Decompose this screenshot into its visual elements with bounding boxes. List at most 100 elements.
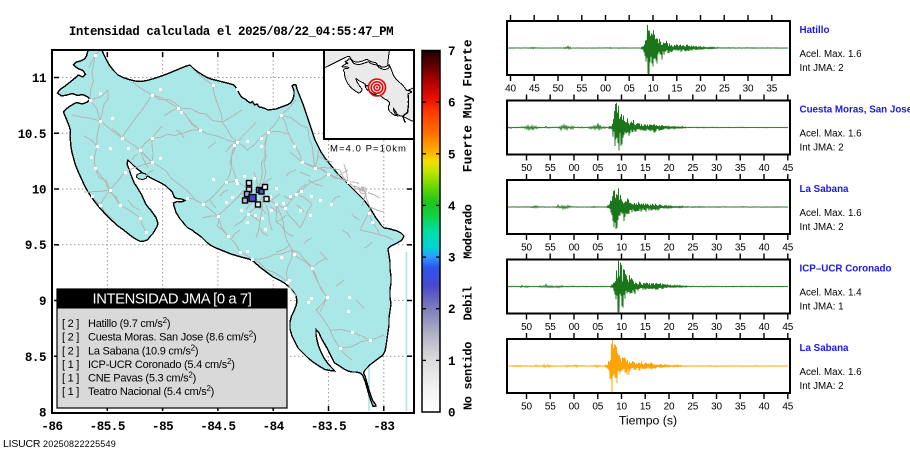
svg-text:55: 55 bbox=[545, 163, 556, 174]
svg-text:15: 15 bbox=[640, 402, 651, 413]
svg-text:Acel. Max. 1.4: Acel. Max. 1.4 bbox=[800, 288, 863, 299]
svg-text:45: 45 bbox=[529, 84, 540, 95]
svg-text:25: 25 bbox=[687, 243, 698, 254]
svg-text:La Sabana (10.9 cm/s2): La Sabana (10.9 cm/s2) bbox=[88, 343, 198, 357]
svg-text:Teatro Nacional (5.4 cm/s2): Teatro Nacional (5.4 cm/s2) bbox=[88, 384, 214, 398]
svg-text:[ 1 ]: [ 1 ] bbox=[62, 359, 79, 371]
svg-text:15: 15 bbox=[640, 243, 651, 254]
svg-text:40: 40 bbox=[759, 322, 770, 333]
svg-text:40: 40 bbox=[505, 84, 516, 95]
svg-text:-84.5: -84.5 bbox=[200, 420, 235, 434]
svg-text:50: 50 bbox=[553, 84, 564, 95]
svg-text:55: 55 bbox=[545, 402, 556, 413]
svg-text:05: 05 bbox=[592, 322, 603, 333]
svg-text:05: 05 bbox=[624, 84, 635, 95]
svg-text:05: 05 bbox=[592, 163, 603, 174]
svg-text:Tiempo (s): Tiempo (s) bbox=[619, 414, 677, 428]
svg-text:30: 30 bbox=[711, 402, 722, 413]
svg-text:55: 55 bbox=[545, 322, 556, 333]
svg-text:-85.5: -85.5 bbox=[90, 420, 125, 434]
svg-text:-86: -86 bbox=[41, 420, 62, 434]
svg-text:10: 10 bbox=[648, 84, 659, 95]
svg-text:Acel. Max. 1.6: Acel. Max. 1.6 bbox=[800, 367, 863, 378]
svg-text:45: 45 bbox=[782, 322, 793, 333]
svg-text:05: 05 bbox=[592, 402, 603, 413]
svg-text:M=4.0 P=10km: M=4.0 P=10km bbox=[330, 144, 407, 155]
svg-text:50: 50 bbox=[521, 243, 532, 254]
svg-text:La Sabana: La Sabana bbox=[800, 343, 850, 354]
svg-text:30: 30 bbox=[711, 322, 722, 333]
svg-text:25: 25 bbox=[687, 163, 698, 174]
svg-text:55: 55 bbox=[545, 243, 556, 254]
svg-text:3: 3 bbox=[448, 252, 455, 266]
svg-text:25: 25 bbox=[719, 84, 730, 95]
svg-text:Hatillo: Hatillo bbox=[800, 25, 830, 36]
svg-text:55: 55 bbox=[576, 84, 587, 95]
svg-text:00: 00 bbox=[569, 322, 580, 333]
svg-text:15: 15 bbox=[640, 322, 651, 333]
svg-text:INTENSIDAD JMA [0 a 7]: INTENSIDAD JMA [0 a 7] bbox=[93, 292, 252, 308]
svg-text:Cuesta Moras. San Jose (8.6 cm: Cuesta Moras. San Jose (8.6 cm/s2) bbox=[88, 330, 256, 344]
svg-text:05: 05 bbox=[592, 243, 603, 254]
svg-text:[ 1 ]: [ 1 ] bbox=[62, 373, 79, 385]
svg-text:20: 20 bbox=[664, 163, 675, 174]
svg-text:-83.5: -83.5 bbox=[311, 420, 346, 434]
svg-text:-83: -83 bbox=[373, 420, 394, 434]
svg-text:Int JMA: 2: Int JMA: 2 bbox=[800, 222, 844, 233]
svg-text:Debil: Debil bbox=[462, 286, 476, 320]
svg-text:0: 0 bbox=[448, 407, 455, 421]
svg-text:-84: -84 bbox=[263, 420, 285, 434]
svg-text:40: 40 bbox=[759, 243, 770, 254]
svg-text:ICP-UCR Coronado (5.4 cm/s2): ICP-UCR Coronado (5.4 cm/s2) bbox=[88, 357, 235, 371]
svg-text:-85: -85 bbox=[152, 420, 173, 434]
svg-text:CNE Pavas (5.3 cm/s2): CNE Pavas (5.3 cm/s2) bbox=[88, 371, 196, 385]
svg-text:No sentido: No sentido bbox=[462, 342, 476, 410]
svg-text:9.5: 9.5 bbox=[25, 239, 46, 253]
svg-text:35: 35 bbox=[735, 402, 746, 413]
svg-text:Muy Fuerte: Muy Fuerte bbox=[461, 39, 476, 118]
svg-text:Int JMA: 2: Int JMA: 2 bbox=[800, 63, 844, 74]
svg-text:6: 6 bbox=[448, 97, 455, 111]
svg-text:4: 4 bbox=[448, 200, 456, 214]
svg-text:[ 1 ]: [ 1 ] bbox=[62, 386, 79, 398]
svg-text:15: 15 bbox=[671, 84, 682, 95]
svg-text:Intensidad calculada el 2025/0: Intensidad calculada el 2025/08/22_04:55… bbox=[69, 25, 393, 39]
svg-text:00: 00 bbox=[569, 402, 580, 413]
svg-text:50: 50 bbox=[521, 322, 532, 333]
svg-text:11: 11 bbox=[32, 72, 46, 86]
svg-text:10: 10 bbox=[32, 184, 46, 198]
svg-text:ICP–UCR Coronado: ICP–UCR Coronado bbox=[800, 264, 892, 275]
svg-text:10: 10 bbox=[616, 243, 627, 254]
svg-text:Acel. Max. 1.6: Acel. Max. 1.6 bbox=[800, 129, 863, 140]
svg-text:Int JMA: 2: Int JMA: 2 bbox=[800, 143, 844, 154]
svg-text:10: 10 bbox=[616, 322, 627, 333]
svg-text:Int JMA: 1: Int JMA: 1 bbox=[800, 302, 844, 313]
svg-text:[ 2 ]: [ 2 ] bbox=[62, 332, 79, 344]
svg-text:45: 45 bbox=[782, 402, 793, 413]
svg-text:30: 30 bbox=[743, 84, 754, 95]
svg-text:50: 50 bbox=[521, 402, 532, 413]
svg-text:1: 1 bbox=[448, 355, 455, 369]
svg-text:La Sabana: La Sabana bbox=[800, 184, 850, 195]
svg-text:45: 45 bbox=[782, 243, 793, 254]
svg-text:20: 20 bbox=[664, 243, 675, 254]
svg-text:25: 25 bbox=[687, 322, 698, 333]
svg-text:15: 15 bbox=[640, 163, 651, 174]
svg-text:2: 2 bbox=[448, 303, 455, 317]
svg-text:45: 45 bbox=[782, 163, 793, 174]
svg-text:35: 35 bbox=[735, 163, 746, 174]
svg-text:8.5: 8.5 bbox=[25, 351, 46, 365]
svg-text:35: 35 bbox=[766, 84, 777, 95]
svg-text:20: 20 bbox=[695, 84, 706, 95]
svg-text:Int JMA: 2: Int JMA: 2 bbox=[800, 381, 844, 392]
svg-text:Fuerte: Fuerte bbox=[461, 125, 476, 173]
svg-text:[ 2 ]: [ 2 ] bbox=[62, 318, 79, 330]
svg-text:35: 35 bbox=[735, 243, 746, 254]
svg-text:20: 20 bbox=[664, 322, 675, 333]
svg-text:5: 5 bbox=[448, 148, 455, 162]
svg-text:50: 50 bbox=[521, 163, 532, 174]
svg-text:20: 20 bbox=[664, 402, 675, 413]
svg-text:40: 40 bbox=[759, 402, 770, 413]
svg-text:LISUCR 20250822225549: LISUCR 20250822225549 bbox=[3, 438, 116, 450]
svg-text:9: 9 bbox=[39, 295, 46, 309]
